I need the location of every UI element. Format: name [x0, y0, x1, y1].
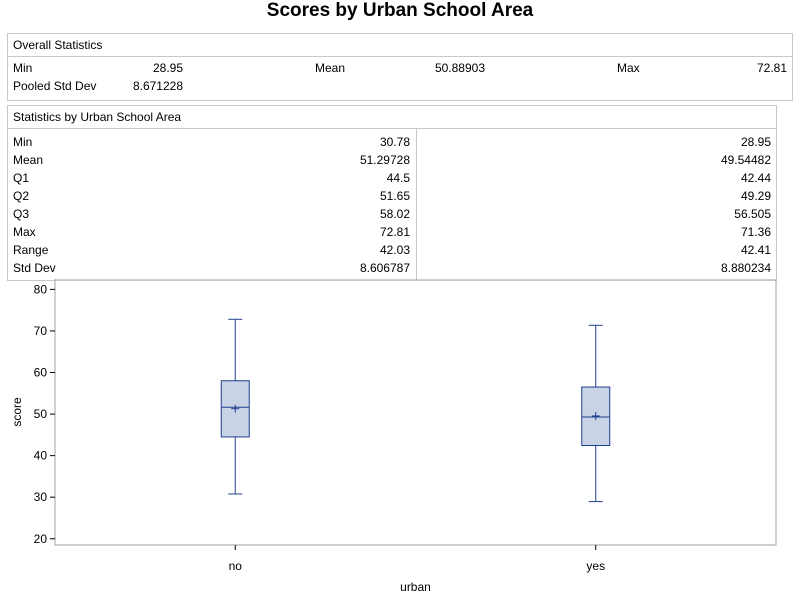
stat-value-yes: 28.95 — [740, 135, 771, 149]
stat-value-no: 51.65 — [379, 189, 410, 203]
area-stat-row: Max 72.81 71.36 — [8, 223, 776, 241]
overall-max-value: 72.81 — [756, 61, 787, 75]
page-title: Scores by Urban School Area — [266, 0, 534, 21]
area-stat-row: Range 42.03 42.41 — [8, 241, 776, 259]
box-plot: 20 30 40 50 60 70 80 score no yes urban — [10, 279, 777, 594]
stat-value-yes: 42.41 — [740, 243, 771, 257]
y-tick-label: 50 — [34, 407, 48, 421]
y-tick-label: 70 — [34, 324, 48, 338]
overall-min-label: Min — [13, 61, 33, 75]
stat-label: Mean — [13, 153, 44, 167]
stat-value-no: 51.29728 — [359, 153, 410, 167]
stat-value-yes: 49.54482 — [720, 153, 771, 167]
overall-max-label: Max — [617, 61, 640, 75]
overall-mean-value: 50.88903 — [434, 61, 485, 75]
overall-statistics-header: Overall Statistics — [8, 34, 792, 57]
stat-label: Q3 — [13, 207, 30, 221]
plot-frame — [54, 279, 777, 546]
overall-statistics-table: Overall Statistics Min 28.95 Mean 50.889… — [7, 33, 793, 101]
stat-label: Range — [13, 243, 49, 257]
area-stat-row: Q3 58.02 56.505 — [8, 205, 776, 223]
stat-value-no: 8.606787 — [359, 261, 410, 275]
x-tick-label: yes — [586, 559, 605, 573]
stat-label: Q2 — [13, 189, 30, 203]
pooled-std-dev-value: 8.671228 — [132, 79, 183, 93]
area-statistics-rows: Min 30.78 28.95 Mean 51.29728 49.54482 Q1 44.5 4… — [8, 129, 776, 277]
overall-row-1: Min 28.95 Mean 50.88903 Max 72.81 — [8, 59, 792, 77]
stat-value-yes: 42.44 — [740, 171, 771, 185]
area-stat-row: Q1 44.5 42.44 — [8, 169, 776, 187]
overall-min-value: 28.95 — [152, 61, 183, 75]
column-divider — [416, 129, 417, 280]
y-tick-label: 80 — [34, 282, 48, 296]
y-axis-label: score — [10, 397, 24, 427]
pooled-std-dev-label: Pooled Std Dev — [13, 79, 97, 93]
area-stat-row: Q2 51.65 49.29 — [8, 187, 776, 205]
area-stat-row: Min 30.78 28.95 — [8, 133, 776, 151]
area-stat-row: Std Dev 8.606787 8.880234 — [8, 259, 776, 277]
y-tick-label: 40 — [34, 449, 48, 463]
stat-value-no: 72.81 — [379, 225, 410, 239]
stat-value-yes: 8.880234 — [720, 261, 771, 275]
area-statistics-table: Statistics by Urban School Area Min 30.78… — [7, 105, 777, 281]
stat-label: Std Dev — [13, 261, 56, 275]
stat-value-no: 44.5 — [386, 171, 410, 185]
y-tick-label: 30 — [34, 490, 48, 504]
y-tick-label: 60 — [34, 366, 48, 380]
stat-value-yes: 56.505 — [734, 207, 771, 221]
stat-label: Min — [13, 135, 33, 149]
area-stat-row: Mean 51.29728 49.54482 — [8, 151, 776, 169]
stat-value-no: 42.03 — [379, 243, 410, 257]
x-tick-label: no — [229, 559, 243, 573]
stat-value-yes: 49.29 — [740, 189, 771, 203]
y-tick-label: 20 — [34, 532, 48, 546]
stat-label: Q1 — [13, 171, 30, 185]
overall-mean-label: Mean — [315, 61, 346, 75]
stat-value-no: 58.02 — [379, 207, 410, 221]
overall-row-2: Pooled Std Dev 8.671228 — [8, 77, 792, 95]
stat-label: Max — [13, 225, 36, 239]
stat-value-yes: 71.36 — [740, 225, 771, 239]
x-axis-label: urban — [400, 580, 431, 594]
area-statistics-header: Statistics by Urban School Area — [8, 106, 776, 129]
stat-value-no: 30.78 — [379, 135, 410, 149]
